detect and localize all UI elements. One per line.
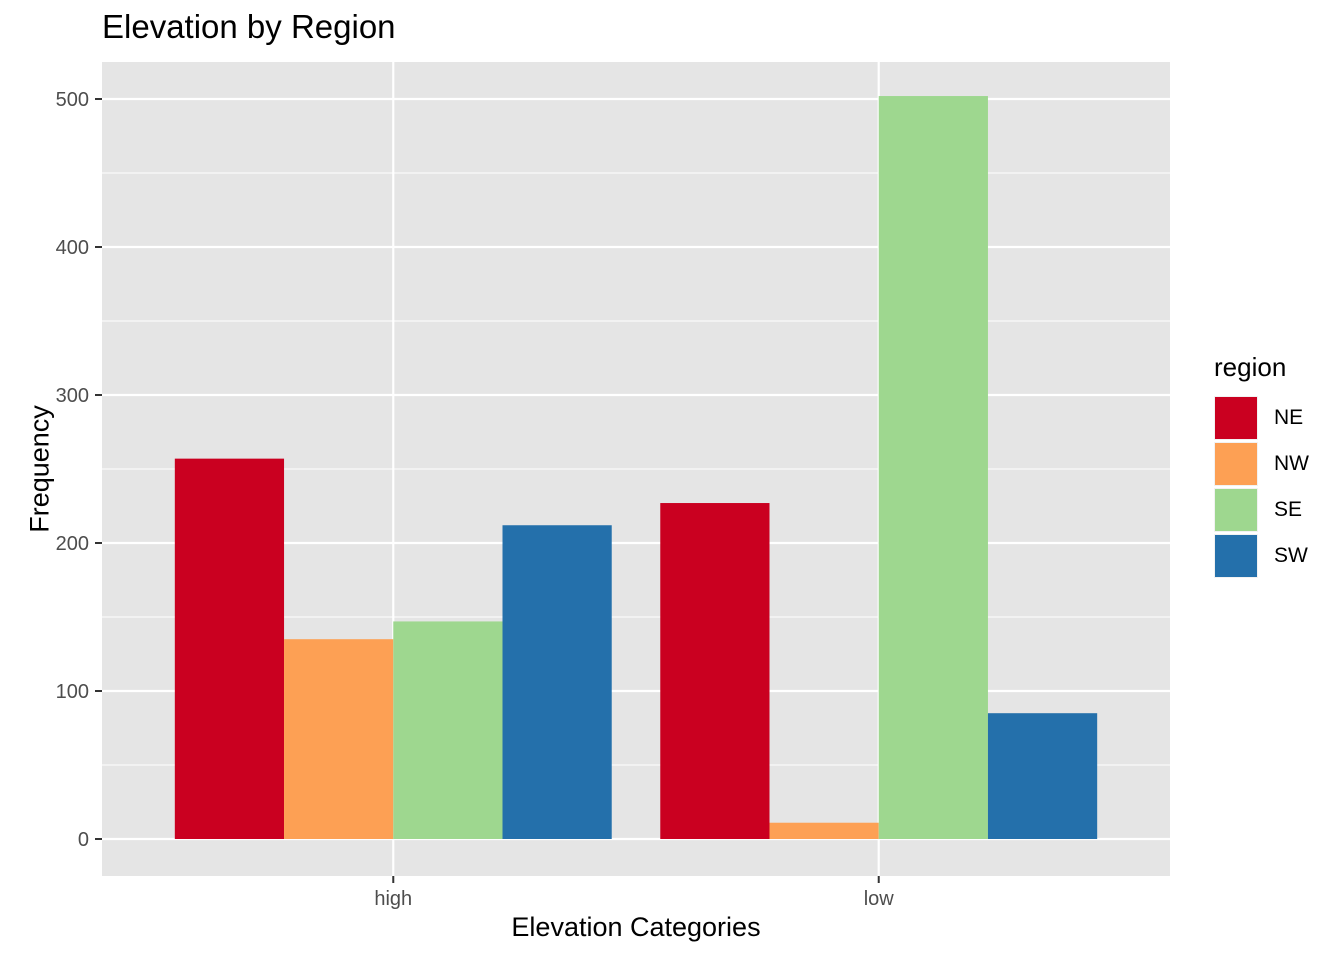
legend-swatch [1215, 443, 1257, 485]
legend-key [1214, 396, 1258, 440]
y-tick-label: 300 [56, 385, 89, 407]
legend-item-ne: NE [1214, 395, 1309, 441]
legend-swatch [1215, 397, 1257, 439]
legend-key [1214, 534, 1258, 578]
legend-swatch [1215, 489, 1257, 531]
legend-item-se: SE [1214, 487, 1309, 533]
legend-label: NE [1274, 406, 1304, 429]
y-tick-label: 200 [56, 533, 89, 555]
legend-title: region [1214, 352, 1287, 382]
x-tick-label: low [864, 888, 895, 910]
y-tick-label: 500 [56, 89, 89, 111]
y-tick-label: 100 [56, 681, 89, 703]
x-tick-label: high [374, 888, 412, 910]
legend-swatch [1215, 535, 1257, 577]
legend-key [1214, 488, 1258, 532]
legend-item-nw: NW [1214, 441, 1309, 487]
bar-nw-low [769, 822, 879, 839]
y-tick-label: 0 [78, 829, 89, 851]
y-axis-label: Frequency [24, 405, 55, 533]
bar-se-high [393, 621, 503, 839]
y-tick-label: 400 [56, 237, 89, 259]
legend: region NE NW SE SW [1214, 352, 1309, 579]
bar-nw-high [284, 639, 394, 839]
bar-sw-high [502, 525, 612, 839]
chart-title: Elevation by Region [102, 8, 396, 45]
legend-key [1214, 442, 1258, 486]
legend-item-sw: SW [1214, 533, 1309, 579]
bar-ne-low [660, 503, 770, 839]
bar-sw-low [987, 713, 1098, 839]
bar-ne-high [174, 458, 285, 839]
legend-label: SE [1274, 498, 1303, 521]
legend-label: SW [1274, 544, 1308, 567]
legend-label: NW [1274, 452, 1309, 475]
bar-se-low [878, 96, 988, 840]
legend-items: NE NW SE SW [1214, 395, 1309, 579]
x-axis-label: Elevation Categories [511, 912, 761, 942]
